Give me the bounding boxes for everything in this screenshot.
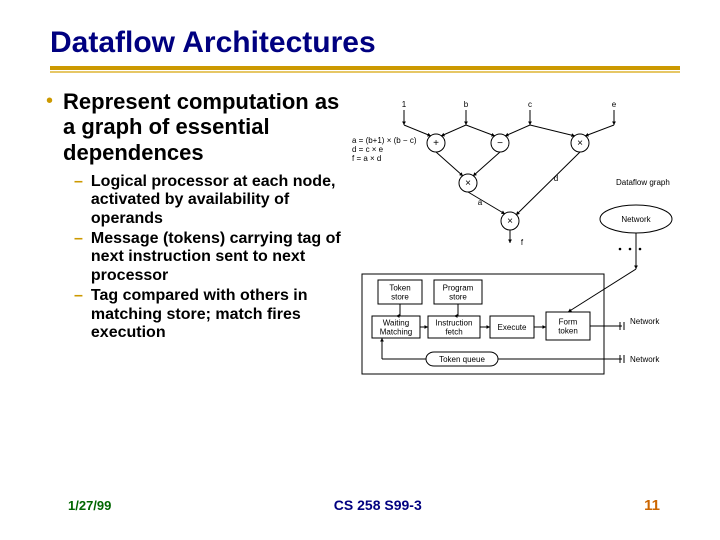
dash-icon: – <box>74 230 83 248</box>
svg-text:×: × <box>577 138 583 149</box>
footer-page: 11 <box>644 497 660 514</box>
svg-text:Execute: Execute <box>498 323 527 332</box>
slide-title: Dataflow Architectures <box>50 26 680 60</box>
svg-text:Program: Program <box>443 284 474 293</box>
svg-text:Instruction: Instruction <box>436 319 473 328</box>
svg-text:×: × <box>465 178 471 189</box>
sub-bullet: – Logical processor at each node, activa… <box>74 173 350 228</box>
main-bullet: • Represent computation as a graph of es… <box>40 89 350 165</box>
footer: 1/27/99 CS 258 S99-3 11 <box>40 497 680 514</box>
svg-text:Token queue: Token queue <box>439 355 485 364</box>
content-row: • Represent computation as a graph of es… <box>40 89 680 394</box>
svg-text:store: store <box>391 293 409 302</box>
svg-text:−: − <box>497 138 503 149</box>
svg-text:token: token <box>558 327 578 336</box>
svg-text:Matching: Matching <box>380 328 412 337</box>
svg-text:+: + <box>433 138 439 149</box>
svg-text:Waiting: Waiting <box>383 319 409 328</box>
footer-date: 1/27/99 <box>68 498 111 513</box>
sub-bullet: – Tag compared with others in matching s… <box>74 287 350 342</box>
dash-icon: – <box>74 287 83 305</box>
bullet-dot-icon: • <box>46 89 53 113</box>
dataflow-diagram: a = (b+1) × (b − c)d = c × ef = a × d 1 b c… <box>350 89 680 389</box>
sub-bullet-text: Message (tokens) carrying tag of next in… <box>91 230 350 285</box>
dash-icon: – <box>74 173 83 191</box>
svg-text:Network: Network <box>621 215 651 224</box>
sub-bullet-text: Logical processor at each node, activate… <box>91 173 350 228</box>
svg-text:fetch: fetch <box>445 328 462 337</box>
svg-text:Dataflow graph: Dataflow graph <box>616 178 670 187</box>
svg-text:e: e <box>612 100 617 109</box>
svg-text:d: d <box>554 174 558 183</box>
slide: Dataflow Architectures • Represent compu… <box>0 0 720 540</box>
svg-text:Token: Token <box>389 284 410 293</box>
svg-text:a: a <box>478 198 483 207</box>
svg-text:×: × <box>507 216 513 227</box>
svg-text:1: 1 <box>402 100 407 109</box>
svg-text:b: b <box>464 100 469 109</box>
text-column: • Represent computation as a graph of es… <box>40 89 350 394</box>
svg-text:c: c <box>528 100 532 109</box>
svg-text:d = c × e: d = c × e <box>352 145 384 154</box>
svg-text:Form: Form <box>559 318 578 327</box>
svg-text:f = a × d: f = a × d <box>352 154 381 163</box>
main-bullet-text: Represent computation as a graph of esse… <box>63 89 350 165</box>
svg-text:store: store <box>449 293 467 302</box>
divider <box>50 66 680 73</box>
sub-bullet-text: Tag compared with others in matching sto… <box>91 287 350 342</box>
svg-text:Network: Network <box>630 317 660 326</box>
svg-text:a = (b+1) × (b − c): a = (b+1) × (b − c) <box>352 136 417 145</box>
diagram-column: a = (b+1) × (b − c)d = c × ef = a × d 1 b c… <box>350 89 680 394</box>
sub-bullet-list: – Logical processor at each node, activa… <box>74 173 350 343</box>
sub-bullet: – Message (tokens) carrying tag of next … <box>74 230 350 285</box>
svg-text:Network: Network <box>630 355 660 364</box>
footer-course: CS 258 S99-3 <box>334 497 422 513</box>
svg-text:f: f <box>521 238 524 247</box>
